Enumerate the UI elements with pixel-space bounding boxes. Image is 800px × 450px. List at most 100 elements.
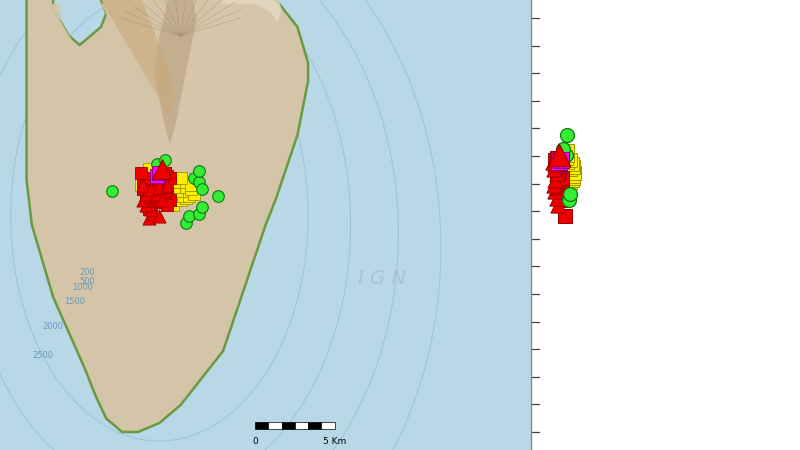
Point: [148, 210, 161, 217]
Point: [564, 190, 577, 197]
Point: [161, 174, 174, 181]
Point: [550, 170, 563, 177]
Point: [177, 192, 190, 199]
Point: [211, 192, 224, 199]
Point: [161, 201, 174, 208]
Point: [565, 176, 578, 184]
Point: [179, 179, 192, 186]
Point: [166, 201, 179, 208]
Polygon shape: [35, 4, 300, 418]
Point: [153, 170, 166, 177]
Point: [185, 185, 198, 193]
Point: [137, 197, 150, 204]
Point: [553, 152, 566, 159]
Point: [553, 167, 566, 175]
Point: [195, 203, 208, 211]
Point: [562, 181, 575, 188]
Point: [150, 167, 163, 175]
Point: [554, 192, 567, 199]
Polygon shape: [154, 0, 197, 144]
Point: [134, 181, 147, 188]
Point: [566, 163, 579, 170]
Point: [182, 192, 195, 199]
Point: [156, 183, 169, 190]
Point: [145, 181, 158, 188]
Point: [156, 179, 169, 186]
Point: [171, 183, 184, 190]
Point: [565, 167, 578, 175]
Point: [174, 174, 187, 181]
Point: [548, 181, 561, 188]
Point: [182, 212, 195, 220]
Point: [187, 190, 200, 197]
Bar: [255, 422, 268, 429]
Text: I G N: I G N: [358, 270, 406, 288]
Point: [550, 170, 563, 177]
Point: [150, 172, 163, 179]
Point: [161, 181, 174, 188]
Point: [150, 188, 163, 195]
Point: [561, 152, 574, 159]
Point: [150, 190, 163, 197]
Point: [174, 197, 187, 204]
Point: [179, 183, 192, 190]
Point: [550, 154, 563, 161]
Point: [137, 176, 150, 184]
Point: [140, 190, 153, 197]
Point: [166, 183, 179, 190]
Point: [158, 188, 171, 195]
Point: [564, 156, 577, 163]
Point: [153, 183, 166, 190]
Point: [552, 154, 565, 161]
Point: [552, 188, 565, 195]
Point: [140, 174, 153, 181]
Point: [156, 165, 169, 172]
Point: [553, 172, 566, 179]
Point: [549, 156, 562, 163]
Point: [161, 183, 174, 190]
Point: [548, 165, 561, 172]
Point: [550, 194, 563, 202]
Bar: [308, 422, 322, 429]
Point: [153, 212, 166, 220]
Point: [163, 197, 176, 204]
Bar: [268, 422, 282, 429]
Point: [179, 194, 192, 202]
Point: [562, 161, 575, 168]
Point: [185, 181, 198, 188]
Point: [179, 219, 192, 226]
Point: [158, 156, 171, 163]
Point: [150, 197, 163, 204]
Point: [553, 158, 566, 166]
Point: [105, 188, 118, 195]
Point: [150, 161, 163, 168]
Point: [156, 197, 169, 204]
Point: [145, 185, 158, 193]
Point: [550, 183, 563, 190]
Point: [166, 192, 179, 199]
Point: [552, 161, 565, 168]
Point: [549, 161, 562, 168]
Point: [560, 188, 573, 195]
Bar: [282, 422, 295, 429]
Point: [150, 174, 163, 181]
Point: [140, 188, 153, 195]
Bar: [295, 422, 308, 429]
Point: [150, 199, 163, 206]
Point: [145, 174, 158, 181]
Point: [174, 188, 187, 195]
Point: [158, 181, 171, 188]
Point: [137, 181, 150, 188]
Point: [560, 152, 573, 159]
Point: [142, 192, 155, 199]
Point: [142, 206, 155, 213]
Text: 0: 0: [252, 436, 258, 446]
Point: [560, 154, 573, 161]
Point: [153, 194, 166, 202]
Point: [169, 174, 182, 181]
Point: [566, 172, 579, 179]
Point: [562, 197, 575, 204]
Point: [195, 185, 208, 193]
Point: [193, 179, 206, 186]
Point: [134, 170, 147, 177]
